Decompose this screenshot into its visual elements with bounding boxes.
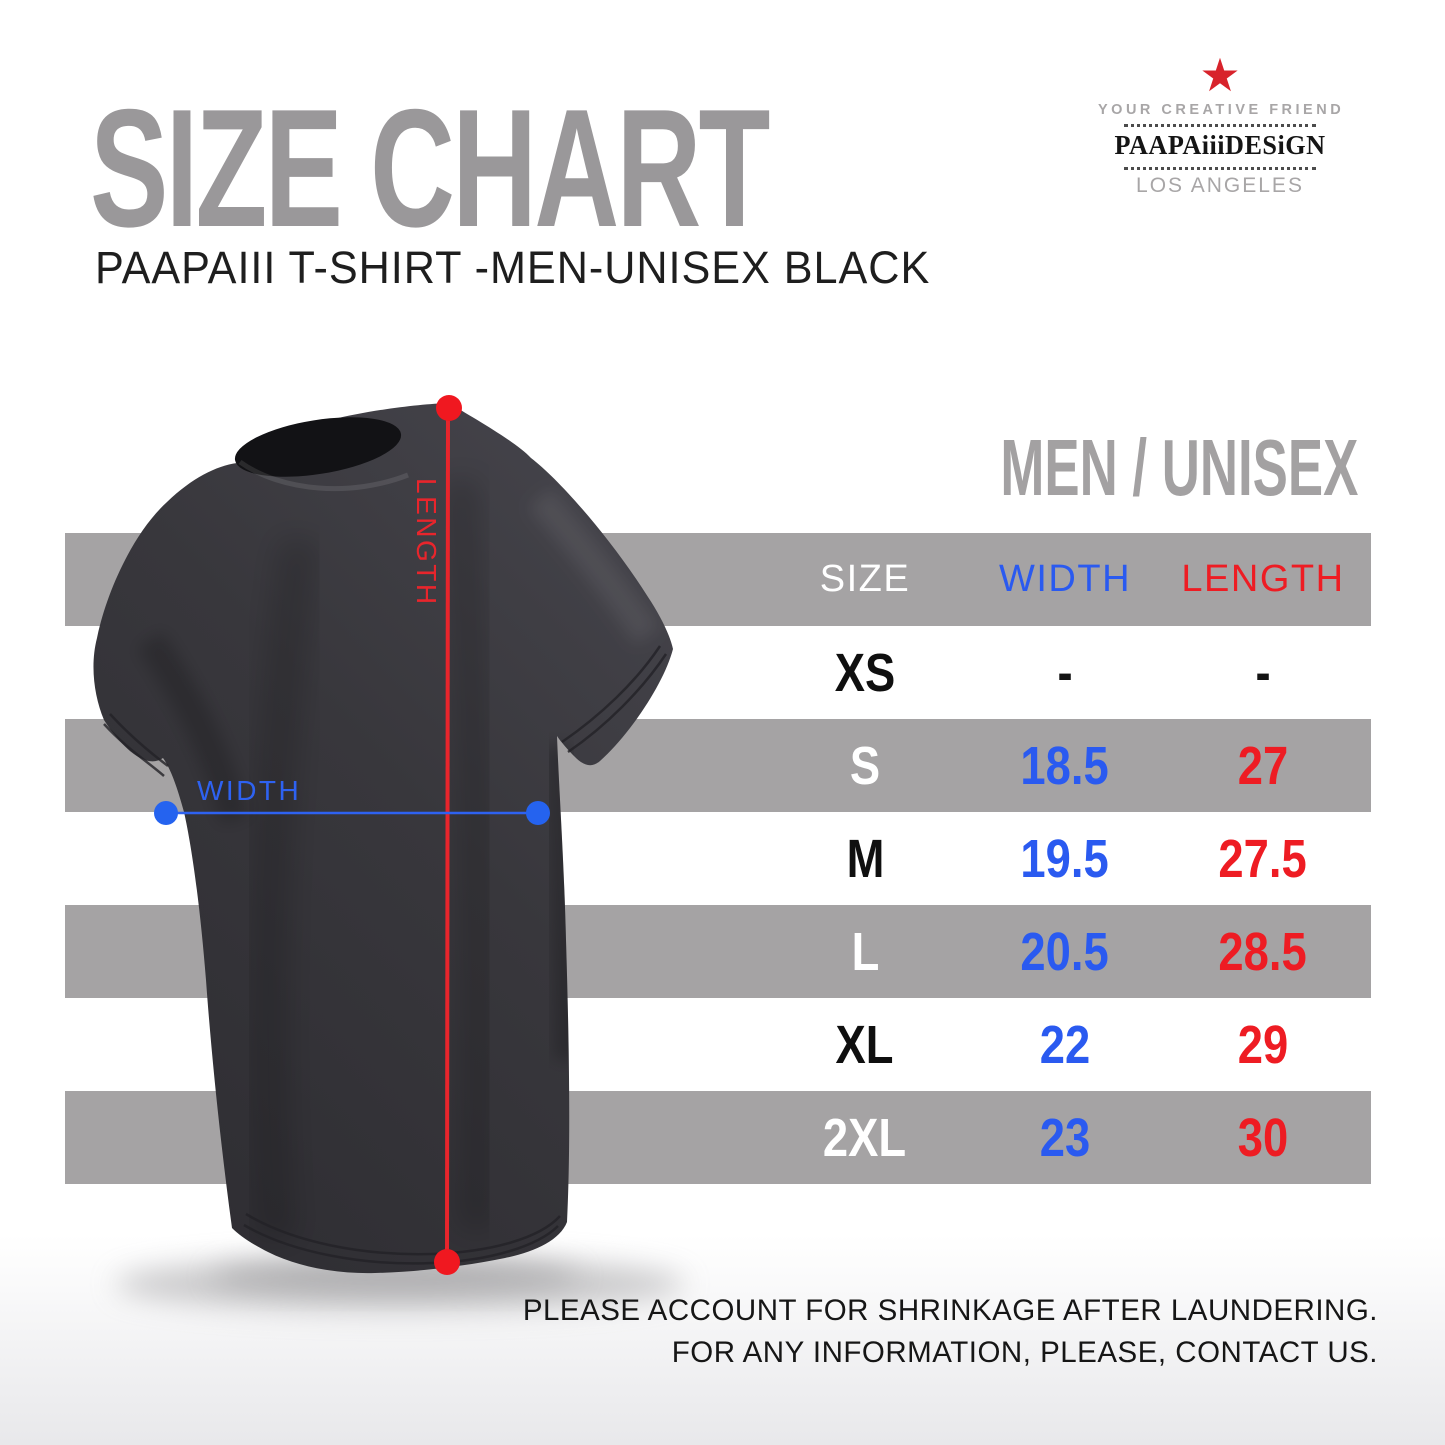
width-right-dot bbox=[526, 801, 550, 825]
length-top-dot bbox=[436, 395, 462, 421]
stitch-seams bbox=[103, 645, 668, 1265]
width-value: 19.5 bbox=[1020, 828, 1110, 889]
length-value: - bbox=[1255, 642, 1271, 703]
column-header-width: WIDTH bbox=[998, 558, 1132, 600]
width-value: 20.5 bbox=[1020, 921, 1110, 982]
column-header-length: LENGTH bbox=[1181, 558, 1345, 600]
logo-tagline: YOUR CREATIVE FRIEND bbox=[1098, 102, 1345, 118]
measurement-overlay: LENGTH WIDTH bbox=[154, 395, 550, 1275]
table-row-m: M 19.5 27.5 bbox=[760, 812, 1400, 905]
brand-logo: ★ YOUR CREATIVE FRIEND PAAPAiiiDESiGN LO… bbox=[1098, 52, 1342, 198]
size-label: 2XL bbox=[823, 1107, 907, 1168]
length-value: 29 bbox=[1237, 1014, 1289, 1075]
dotted-divider-bottom bbox=[1124, 167, 1316, 170]
width-value: 18.5 bbox=[1020, 735, 1110, 796]
shirt-shadow bbox=[115, 1257, 685, 1311]
size-label: XL bbox=[836, 1014, 894, 1075]
size-label: S bbox=[849, 735, 881, 796]
table-heading: MEN / UNISEX bbox=[1000, 423, 1358, 512]
page-subtitle: PAAPAIII T-SHIRT -MEN-UNISEX BLACK bbox=[95, 242, 931, 293]
length-value: 27.5 bbox=[1218, 828, 1308, 889]
width-left-dot bbox=[154, 801, 178, 825]
star-icon: ★ bbox=[1199, 49, 1241, 101]
table-header-row: SIZE WIDTH LENGTH bbox=[760, 533, 1400, 626]
table-row-xs: XS - - bbox=[760, 626, 1400, 719]
footer-line-2: FOR ANY INFORMATION, PLEASE, CONTACT US. bbox=[671, 1336, 1378, 1369]
table-row-l: L 20.5 28.5 bbox=[760, 905, 1400, 998]
size-label: XS bbox=[834, 642, 896, 703]
size-label: L bbox=[851, 921, 879, 982]
width-value: 22 bbox=[1039, 1014, 1091, 1075]
logo-brand-name: PAAPAiiiDESiGN bbox=[1114, 130, 1326, 160]
width-value: 23 bbox=[1039, 1107, 1091, 1168]
length-line bbox=[445, 406, 450, 1263]
length-value: 28.5 bbox=[1218, 921, 1308, 982]
table-row-2xl: 2XL 23 30 bbox=[760, 1091, 1400, 1184]
footer-line-1: PLEASE ACCOUNT FOR SHRINKAGE AFTER LAUND… bbox=[522, 1294, 1378, 1327]
logo-location: LOS ANGELES bbox=[1136, 174, 1304, 197]
dotted-divider-top bbox=[1124, 124, 1316, 127]
width-label: WIDTH bbox=[197, 775, 301, 806]
table-row-xl: XL 22 29 bbox=[760, 998, 1400, 1091]
length-label: LENGTH bbox=[411, 478, 442, 607]
tshirt-graphic bbox=[93, 403, 673, 1274]
width-value: - bbox=[1057, 642, 1073, 703]
length-value: 30 bbox=[1237, 1107, 1289, 1168]
page-title: SIZE CHART bbox=[90, 74, 770, 262]
size-label: M bbox=[846, 828, 884, 889]
column-header-size: SIZE bbox=[819, 558, 911, 600]
collar bbox=[234, 417, 409, 492]
footer-note: PLEASE ACCOUNT FOR SHRINKAGE AFTER LAUND… bbox=[523, 1290, 1378, 1374]
length-value: 27 bbox=[1237, 735, 1289, 796]
table-row-s: S 18.5 27 bbox=[760, 719, 1400, 812]
length-bottom-dot bbox=[434, 1249, 460, 1275]
